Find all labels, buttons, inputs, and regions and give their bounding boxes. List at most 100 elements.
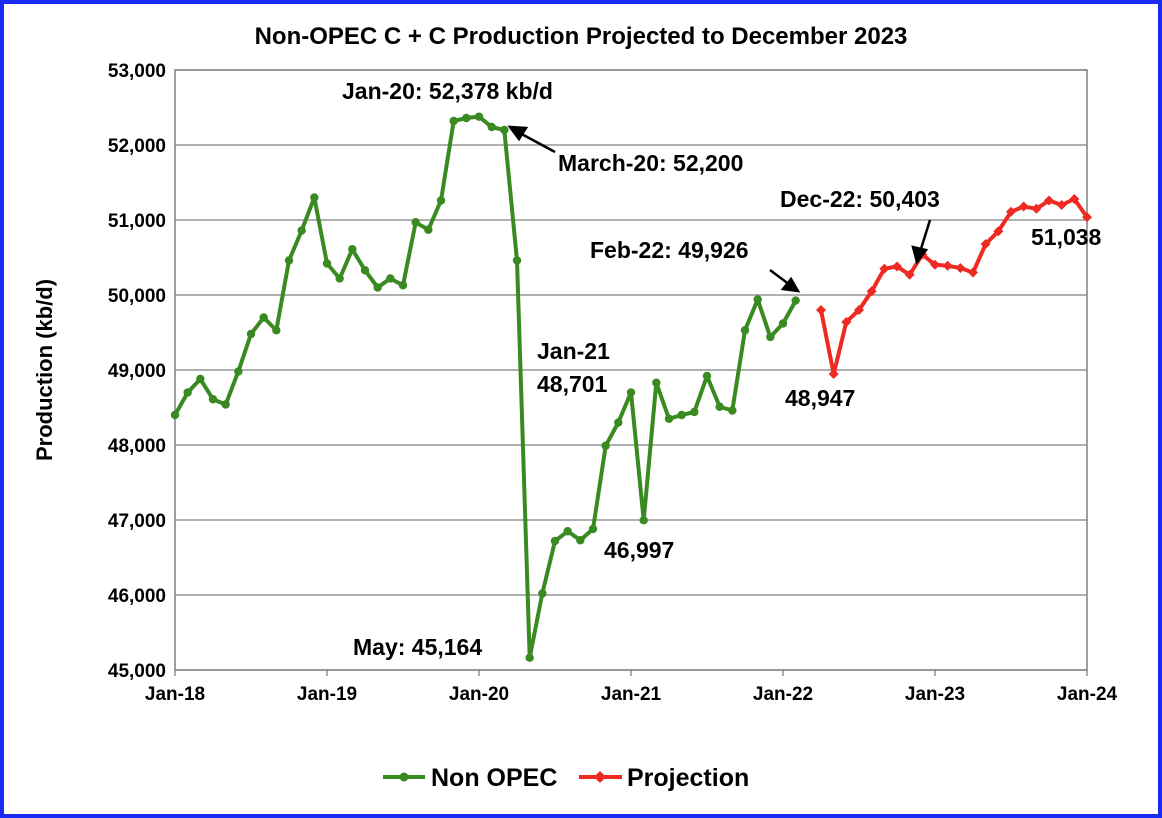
data-point [766,332,775,342]
data-point [1006,206,1016,217]
data-point [930,259,940,270]
data-point [449,116,458,126]
data-point [1044,195,1054,206]
annotation-arrows [507,125,932,293]
y-tick-labels: 45,000 46,000 47,000 48,000 49,000 50,000 51,0… [108,61,166,682]
data-point [310,193,319,202]
series-non-opec [170,112,800,662]
data-point [538,589,547,598]
data-point [183,388,192,397]
arrow-march20-head [507,125,529,142]
legend-marker-projection [594,771,606,783]
series-line [173,114,798,660]
data-point [411,218,420,227]
arrow-dec22-head [911,245,929,265]
data-point [1018,201,1029,212]
data-point [512,256,522,265]
data-point [828,368,839,379]
data-point [854,305,864,315]
arrow-dec22 [918,219,932,253]
data-point [639,516,648,525]
data-point [753,295,762,304]
data-point [170,410,180,420]
annotation-jan21-value: 48,701 [537,371,608,397]
annotation-march20: March-20: 52,200 [558,150,743,176]
annotation-feb22: Feb-22: 49,926 [590,237,749,263]
data-point [1082,212,1092,223]
x-tick-label: Jan-22 [753,684,813,705]
data-point [728,406,737,415]
data-point [601,441,610,450]
annotation-feb21-low: 46,997 [604,537,674,563]
data-point [626,388,636,397]
y-tick-label: 51,000 [108,211,166,232]
series-layer [170,112,1092,662]
annotation-dec22: Dec-22: 50,403 [780,186,940,212]
data-point [424,225,433,234]
data-point [702,371,712,381]
legend: Non OPEC Projection [383,764,749,792]
annotation-dec23: 51,038 [1031,224,1102,250]
data-point [563,527,572,536]
x-tick-label: Jan-24 [1057,684,1118,705]
legend-label-projection: Projection [627,764,749,792]
data-point [942,260,953,271]
data-point [816,305,826,315]
data-point [474,112,484,121]
y-tick-label: 49,000 [108,361,166,382]
data-point [690,407,699,417]
annotation-projection-low: 48,947 [785,385,855,411]
data-point [879,263,890,274]
data-point [550,536,560,546]
data-point [588,524,598,534]
data-point [740,326,750,335]
data-point [246,329,256,339]
data-point [1031,203,1042,214]
data-point [778,319,788,328]
y-tick-label: 52,000 [108,136,166,157]
x-tick-label: Jan-20 [449,684,509,705]
data-point [525,653,534,662]
legend-item-non-opec: Non OPEC [383,764,557,792]
data-point [373,283,382,292]
legend-label-non-opec: Non OPEC [431,764,557,792]
data-point [259,313,268,322]
y-axis-label: Production (kb/d) [32,279,57,461]
x-tick-label: Jan-19 [297,684,357,705]
data-point [487,122,496,132]
data-point [335,274,344,283]
data-point [576,536,585,545]
annotation-jan20-peak: Jan-20: 52,378 kb/d [342,78,553,104]
data-point [196,374,205,384]
data-point [904,269,915,280]
data-point [386,274,395,283]
arrow-feb22-head [780,276,801,293]
data-point [360,266,370,275]
data-point [1056,200,1067,210]
data-point [284,256,294,265]
y-tick-label: 50,000 [108,286,166,307]
data-point [322,259,332,268]
data-point [297,226,306,235]
data-point [866,286,877,297]
data-point [348,245,357,254]
data-point [791,296,800,305]
annotation-may20-low: May: 45,164 [353,634,482,660]
data-point [892,261,902,272]
y-tick-label: 53,000 [108,61,166,82]
y-tick-label: 45,000 [108,661,166,682]
x-tick-labels: Jan-18 Jan-19 Jan-20 Jan-21 Jan-22 Jan-23 Jan-… [145,684,1118,705]
data-point [500,125,509,135]
series-projection [816,194,1092,379]
annotation-jan21-label: Jan-21 [537,338,610,364]
data-point [652,378,661,387]
data-point [272,326,281,335]
x-tick-label: Jan-23 [905,684,965,705]
data-point [677,410,686,420]
plot-area-border [174,69,1088,671]
data-point [841,317,852,327]
x-tick-label: Jan-18 [145,684,205,705]
x-tick-label: Jan-21 [601,684,662,705]
